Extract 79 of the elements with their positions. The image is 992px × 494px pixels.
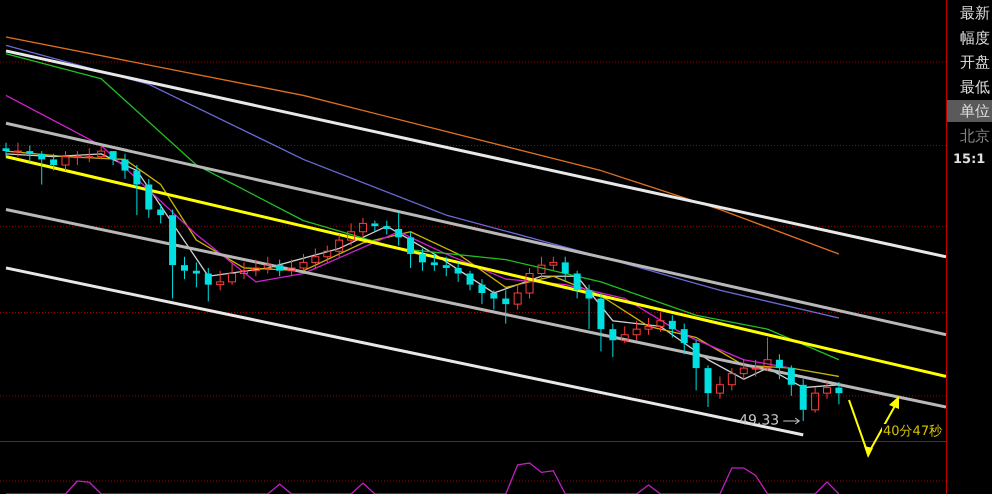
candlestick (180, 256, 188, 280)
candlestick (335, 234, 344, 258)
candlestick (133, 164, 140, 216)
text: 单位 (947, 100, 992, 122)
candlestick (644, 318, 653, 336)
candlestick (407, 231, 414, 268)
candlestick (776, 354, 783, 380)
candlestick (216, 270, 224, 291)
candlestick (692, 340, 700, 391)
text: 北京 (959, 126, 991, 146)
candlestick (192, 262, 200, 288)
candlestick (276, 259, 284, 277)
candlestick (680, 323, 688, 355)
candlestick (704, 364, 712, 408)
text: 15:1 (952, 151, 986, 169)
candlestick (110, 151, 117, 166)
candlestick (490, 290, 498, 310)
candlestick (764, 336, 772, 372)
candlestick (740, 359, 748, 380)
candlestick (264, 256, 272, 274)
candlestick (145, 178, 152, 218)
candlestick (454, 262, 462, 282)
candlestick (311, 248, 320, 268)
candlestick (418, 248, 426, 272)
candlestick (668, 314, 676, 338)
candlestick (347, 222, 356, 246)
text: 最低 (959, 76, 991, 98)
text: 40分47秒 (882, 424, 944, 440)
candlestick (157, 203, 164, 224)
candlestick (358, 217, 367, 238)
candlestick (835, 382, 842, 405)
candlestick (430, 254, 438, 272)
candlestick (97, 145, 106, 160)
candlestick (632, 320, 641, 341)
candlestick (526, 267, 534, 300)
candlestick (38, 150, 46, 185)
candlestick (395, 212, 402, 246)
candlestick (609, 323, 616, 358)
candlestick (620, 326, 629, 344)
candlestick (121, 153, 128, 180)
candlestick (537, 256, 546, 280)
candlestick (240, 262, 248, 280)
candlestick (656, 312, 664, 332)
candlestick (478, 278, 486, 305)
candlestick (252, 259, 260, 277)
candlestick (502, 290, 510, 324)
candlestick (442, 256, 450, 277)
candlestick (586, 284, 593, 330)
candlestick (383, 220, 390, 236)
candlestick (169, 209, 176, 300)
candlestick (85, 148, 94, 163)
candlestick (752, 359, 760, 377)
candlestick (466, 270, 474, 291)
annotation: 49.33 (739, 412, 780, 429)
candlestick (26, 145, 34, 163)
candlestick (299, 254, 308, 272)
candlestick (562, 256, 569, 282)
candlestick (574, 270, 581, 300)
candlestick (228, 262, 236, 286)
text: 最新 (959, 3, 991, 24)
candlestick (823, 382, 832, 400)
candlestick (371, 220, 378, 232)
candlestick (50, 153, 58, 172)
candlestick (204, 267, 212, 302)
text: 开盘 (959, 52, 991, 73)
candlestick (73, 150, 82, 166)
candlestick (597, 292, 604, 352)
candlestick (549, 256, 558, 272)
candlestick (788, 364, 795, 396)
text: 幅度 (959, 28, 991, 48)
candlestick (61, 150, 70, 172)
candlestick (2, 142, 10, 158)
candlestick (323, 245, 332, 263)
candlestick (800, 378, 807, 422)
candlestick (14, 142, 22, 158)
candlestick (728, 368, 736, 391)
candlestick (514, 284, 522, 310)
candlestick (288, 259, 296, 277)
candlestick (716, 376, 724, 400)
